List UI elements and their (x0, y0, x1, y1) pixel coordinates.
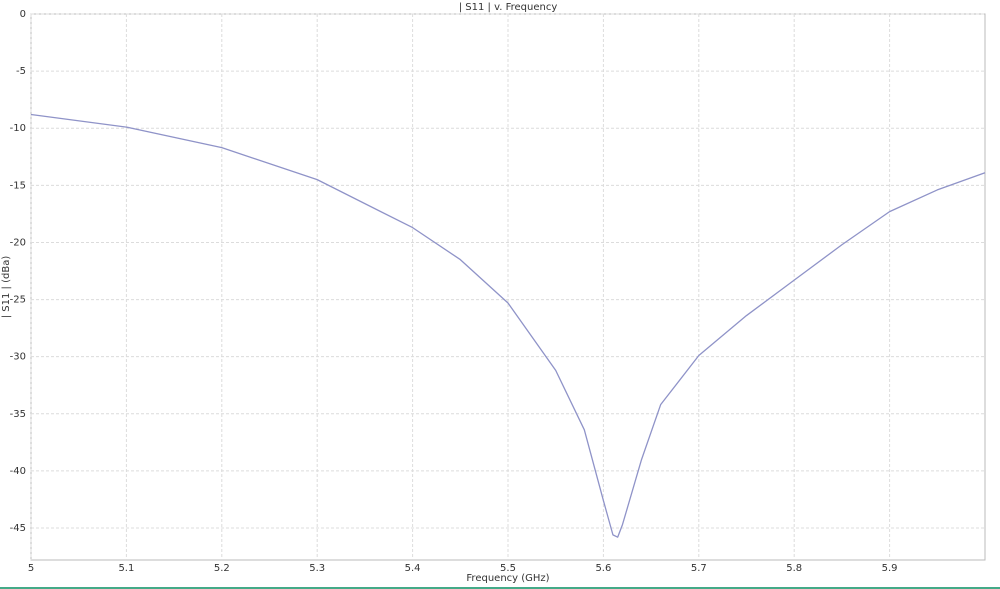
y-tick-label: -15 (10, 180, 26, 191)
x-tick-label: 5.8 (786, 563, 802, 574)
y-tick-label: -20 (10, 237, 26, 248)
y-tick-label: -45 (10, 523, 26, 534)
y-tick-label: -10 (10, 123, 26, 134)
x-tick-label: 5.7 (691, 563, 707, 574)
x-tick-label: 5.1 (118, 563, 134, 574)
y-tick-label: 0 (20, 9, 26, 20)
y-tick-label: -30 (10, 352, 26, 363)
y-tick-label: -25 (10, 295, 26, 306)
x-tick-label: 5.6 (595, 563, 611, 574)
x-tick-label: 5.5 (500, 563, 516, 574)
x-axis-label: Frequency (GHz) (466, 573, 549, 584)
data-line (30, 113, 986, 538)
x-tick-label: 5.9 (882, 563, 898, 574)
x-tick-label: 5 (28, 563, 34, 574)
chart-title: | S11 | v. Frequency (459, 2, 558, 13)
x-tick-label: 5.4 (405, 563, 421, 574)
y-tick-label: -35 (10, 409, 26, 420)
y-axis-label: | S11 | (dBa) (1, 256, 12, 319)
x-tick-label: 5.3 (309, 563, 325, 574)
x-tick-label: 5.2 (214, 563, 230, 574)
y-tick-label: -40 (10, 466, 26, 477)
y-tick-label: -5 (16, 66, 26, 77)
